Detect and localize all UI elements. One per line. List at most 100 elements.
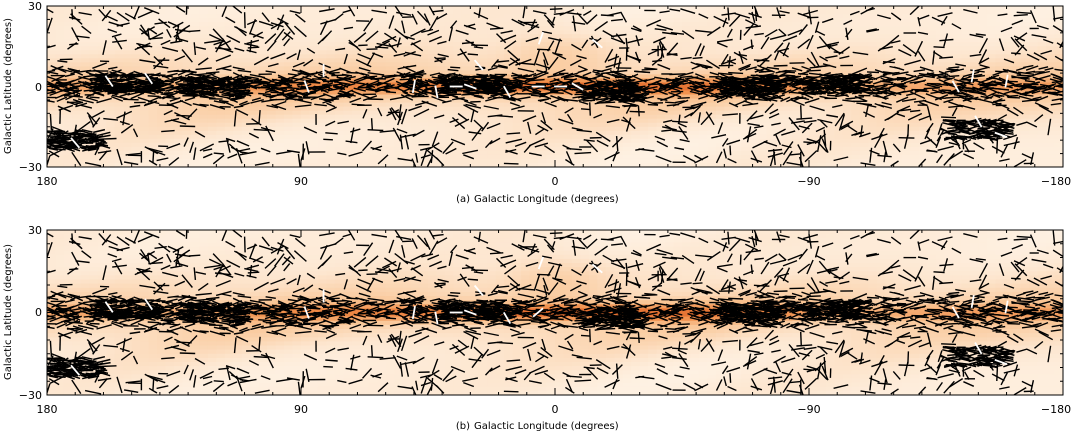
heat-cell	[55, 74, 65, 79]
heat-cell	[326, 110, 336, 116]
heat-cell	[732, 98, 742, 104]
heat-cell	[216, 106, 226, 112]
heat-cell	[682, 86, 692, 92]
heat-cell	[969, 38, 979, 43]
heat-cell	[529, 154, 539, 160]
heat-cell	[859, 150, 869, 156]
heat-cell	[55, 62, 65, 67]
heat-cell	[131, 50, 141, 55]
heat-cell	[165, 114, 175, 120]
heat-cell	[546, 30, 556, 35]
heat-cell	[317, 142, 327, 148]
heat-cell	[47, 94, 57, 100]
heat-cell	[157, 98, 167, 104]
polarization-vector	[353, 32, 367, 43]
heat-cell	[1029, 62, 1039, 67]
heat-cell	[233, 158, 243, 164]
heat-cell	[72, 110, 82, 116]
heat-cell	[665, 10, 675, 15]
heat-cell	[80, 50, 90, 55]
heat-cell	[326, 66, 336, 71]
heat-cell	[165, 134, 175, 140]
heat-cell	[571, 62, 581, 67]
heat-cell	[241, 46, 251, 51]
heat-cell	[199, 10, 209, 15]
heat-cell	[673, 18, 683, 23]
heat-cell	[521, 34, 531, 39]
heat-cell	[63, 26, 73, 31]
heat-cell	[250, 158, 260, 164]
heat-cell	[174, 14, 184, 19]
heat-cell	[766, 102, 776, 108]
heat-cell	[546, 122, 556, 128]
heat-cell	[165, 122, 175, 128]
heat-cell	[453, 66, 463, 71]
heat-cell	[140, 142, 150, 148]
heat-cell	[698, 130, 708, 136]
heat-cell	[580, 146, 590, 152]
heat-cell	[885, 46, 895, 51]
heat-cell	[326, 42, 336, 47]
heat-cell	[944, 110, 954, 116]
heat-cell	[605, 34, 615, 39]
heat-cell	[385, 130, 395, 136]
heat-cell	[597, 22, 607, 27]
heat-cell	[732, 150, 742, 156]
heat-cell	[343, 150, 353, 156]
heat-cell	[385, 62, 395, 67]
heat-cell	[385, 118, 395, 124]
polarization-vector	[1013, 106, 1024, 115]
heat-cell	[216, 142, 226, 148]
heat-cell	[665, 82, 675, 88]
heat-cell	[182, 110, 192, 116]
heat-cell	[851, 126, 861, 132]
heat-cell	[741, 34, 751, 39]
heat-cell	[749, 46, 759, 51]
heat-cell	[986, 34, 996, 39]
heat-cell	[622, 122, 632, 128]
heat-cell	[741, 126, 751, 132]
heat-cell	[182, 98, 192, 104]
heat-cell	[859, 70, 869, 75]
heat-cell	[1012, 26, 1022, 31]
heat-cell	[724, 42, 734, 47]
heat-cell	[732, 34, 742, 39]
heat-cell	[284, 138, 294, 144]
heat-cell	[732, 42, 742, 47]
heat-cell	[724, 106, 734, 112]
heat-cell	[580, 6, 590, 11]
heat-cell	[741, 163, 751, 167]
heat-cell	[444, 94, 454, 100]
heat-cell	[131, 154, 141, 160]
heat-cell	[1054, 122, 1063, 128]
heat-cell	[478, 34, 488, 39]
heat-cell	[817, 58, 827, 63]
heat-cell	[902, 50, 912, 55]
heat-cell	[665, 98, 675, 104]
heat-cell	[301, 98, 311, 104]
heat-cell	[859, 6, 869, 11]
heat-cell	[140, 54, 150, 59]
heat-cell	[174, 163, 184, 167]
heat-cell	[817, 66, 827, 71]
heat-cell	[55, 14, 65, 19]
heat-cell	[444, 18, 454, 23]
heat-cell	[648, 34, 658, 39]
heat-cell	[800, 130, 810, 136]
heat-cell	[478, 26, 488, 31]
heat-cell	[190, 42, 200, 47]
heat-cell	[605, 18, 615, 23]
heat-cell	[614, 26, 624, 31]
heat-cell	[190, 163, 200, 167]
heat-cell	[749, 30, 759, 35]
heat-cell	[461, 30, 471, 35]
heat-cell	[851, 118, 861, 124]
heat-cell	[1054, 118, 1063, 124]
heat-cell	[224, 54, 234, 59]
heat-cell	[343, 158, 353, 164]
heat-cell	[478, 98, 488, 104]
heat-cell	[140, 22, 150, 27]
heat-cell	[648, 26, 658, 31]
heat-cell	[555, 122, 565, 128]
heat-cell	[571, 163, 581, 167]
